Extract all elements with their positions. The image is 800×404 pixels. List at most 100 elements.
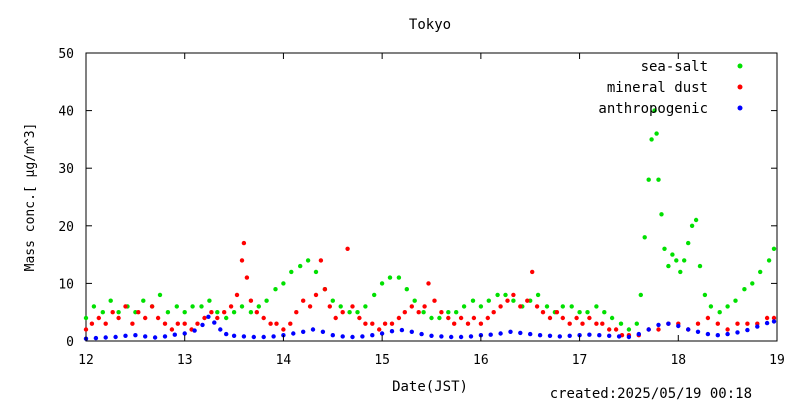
data-point xyxy=(594,321,599,326)
data-point xyxy=(708,304,714,309)
data-point xyxy=(93,335,99,341)
data-point xyxy=(695,329,701,334)
axis-ticks: 12 13 14 15 16 17 18 19 0 10 20 30 40 50 xyxy=(58,47,784,368)
data-point xyxy=(702,292,708,298)
data-point xyxy=(228,304,234,309)
data-point xyxy=(350,334,355,340)
data-point xyxy=(670,252,675,257)
data-point xyxy=(745,321,750,326)
data-point xyxy=(143,315,148,321)
data-point xyxy=(574,315,579,321)
data-point xyxy=(725,304,730,309)
data-point xyxy=(241,240,247,246)
data-point xyxy=(454,310,459,315)
data-point xyxy=(91,304,97,309)
data-point xyxy=(458,334,464,340)
data-point xyxy=(534,304,540,309)
data-point xyxy=(422,304,427,309)
data-point xyxy=(165,310,171,315)
data-point xyxy=(291,331,296,336)
data-point xyxy=(535,292,541,298)
data-point xyxy=(646,177,651,182)
data-point xyxy=(301,329,306,334)
data-point xyxy=(557,334,562,339)
y-tick-label: 40 xyxy=(58,105,74,120)
data-point xyxy=(404,287,409,292)
data-point xyxy=(174,304,179,309)
data-point xyxy=(372,292,377,298)
data-point xyxy=(357,315,362,321)
data-point xyxy=(298,263,303,269)
data-point xyxy=(634,321,639,326)
legend-marker xyxy=(737,105,743,111)
data-point xyxy=(449,334,454,340)
data-point xyxy=(439,310,444,315)
data-point xyxy=(446,310,451,315)
data-point xyxy=(268,321,273,326)
data-point xyxy=(273,287,278,292)
series-sea-salt xyxy=(83,108,777,332)
data-point xyxy=(613,327,619,332)
data-point xyxy=(486,298,491,303)
data-point xyxy=(528,331,533,337)
data-point xyxy=(239,304,245,309)
data-point xyxy=(307,304,313,309)
legend-marker xyxy=(737,84,743,90)
data-point xyxy=(261,315,266,321)
data-point xyxy=(152,335,158,340)
data-point xyxy=(505,298,510,303)
data-point xyxy=(452,321,457,326)
data-point xyxy=(192,328,197,333)
data-point xyxy=(421,310,426,315)
data-point xyxy=(396,275,402,280)
x-tick-label: 14 xyxy=(276,353,292,368)
data-point xyxy=(587,332,592,337)
data-point xyxy=(199,304,204,309)
data-point xyxy=(642,235,647,240)
data-point xyxy=(162,334,168,339)
legend-label: mineral dust xyxy=(607,80,708,96)
data-point xyxy=(693,217,699,223)
data-point xyxy=(301,298,306,303)
x-tick-label: 16 xyxy=(473,353,489,368)
data-point xyxy=(437,315,442,321)
data-point xyxy=(116,315,121,321)
data-point xyxy=(190,304,195,309)
data-point xyxy=(652,108,657,113)
data-point xyxy=(567,333,572,338)
data-point xyxy=(224,331,229,337)
data-point xyxy=(715,321,720,326)
x-tick-label: 13 xyxy=(177,353,193,368)
data-point xyxy=(103,321,108,326)
data-point xyxy=(478,321,484,326)
data-point xyxy=(540,310,546,315)
data-point xyxy=(347,310,352,315)
data-point xyxy=(674,258,679,263)
data-point xyxy=(215,315,220,321)
data-point xyxy=(231,310,237,315)
data-point xyxy=(676,323,681,329)
y-axis-label: Mass conc.[ μg/m^3] xyxy=(23,123,38,272)
y-tick-label: 50 xyxy=(58,47,74,62)
data-point xyxy=(488,332,493,337)
data-point xyxy=(654,131,659,136)
data-point xyxy=(735,330,740,335)
data-point xyxy=(771,319,777,324)
y-tick-label: 30 xyxy=(58,162,74,177)
data-point xyxy=(547,315,553,321)
data-point xyxy=(370,321,375,326)
data-point xyxy=(626,334,632,340)
data-point xyxy=(697,263,703,269)
data-point xyxy=(725,331,730,337)
data-point xyxy=(175,321,180,326)
data-point xyxy=(733,298,738,303)
data-point xyxy=(560,315,565,321)
data-point xyxy=(409,304,414,309)
data-point xyxy=(530,269,535,275)
data-point xyxy=(771,315,777,321)
data-point xyxy=(389,321,395,326)
data-point xyxy=(313,269,319,275)
data-point xyxy=(234,292,240,298)
data-point xyxy=(764,320,770,326)
data-point xyxy=(602,310,607,315)
